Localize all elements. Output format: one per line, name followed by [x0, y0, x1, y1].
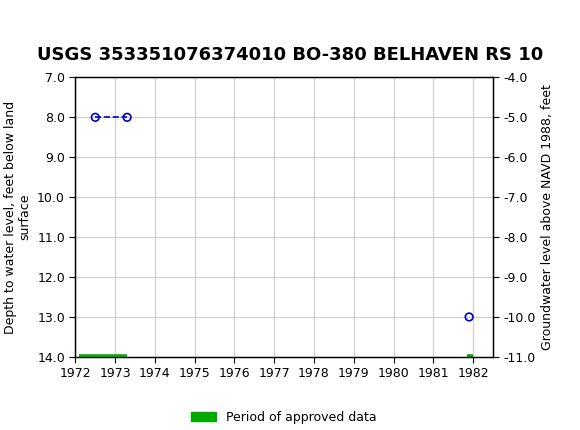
Point: [90, 114, 100, 121]
Point: [465, 313, 474, 320]
Y-axis label: Depth to water level, feet below land
surface: Depth to water level, feet below land su…: [3, 101, 31, 334]
Text: USGS 353351076374010 BO-380 BELHAVEN RS 10: USGS 353351076374010 BO-380 BELHAVEN RS …: [37, 46, 543, 64]
Text: ≡USGS: ≡USGS: [12, 16, 70, 35]
Point: [122, 114, 132, 121]
Y-axis label: Groundwater level above NAVD 1988, feet: Groundwater level above NAVD 1988, feet: [541, 84, 554, 350]
Legend: Period of approved data: Period of approved data: [186, 406, 382, 429]
